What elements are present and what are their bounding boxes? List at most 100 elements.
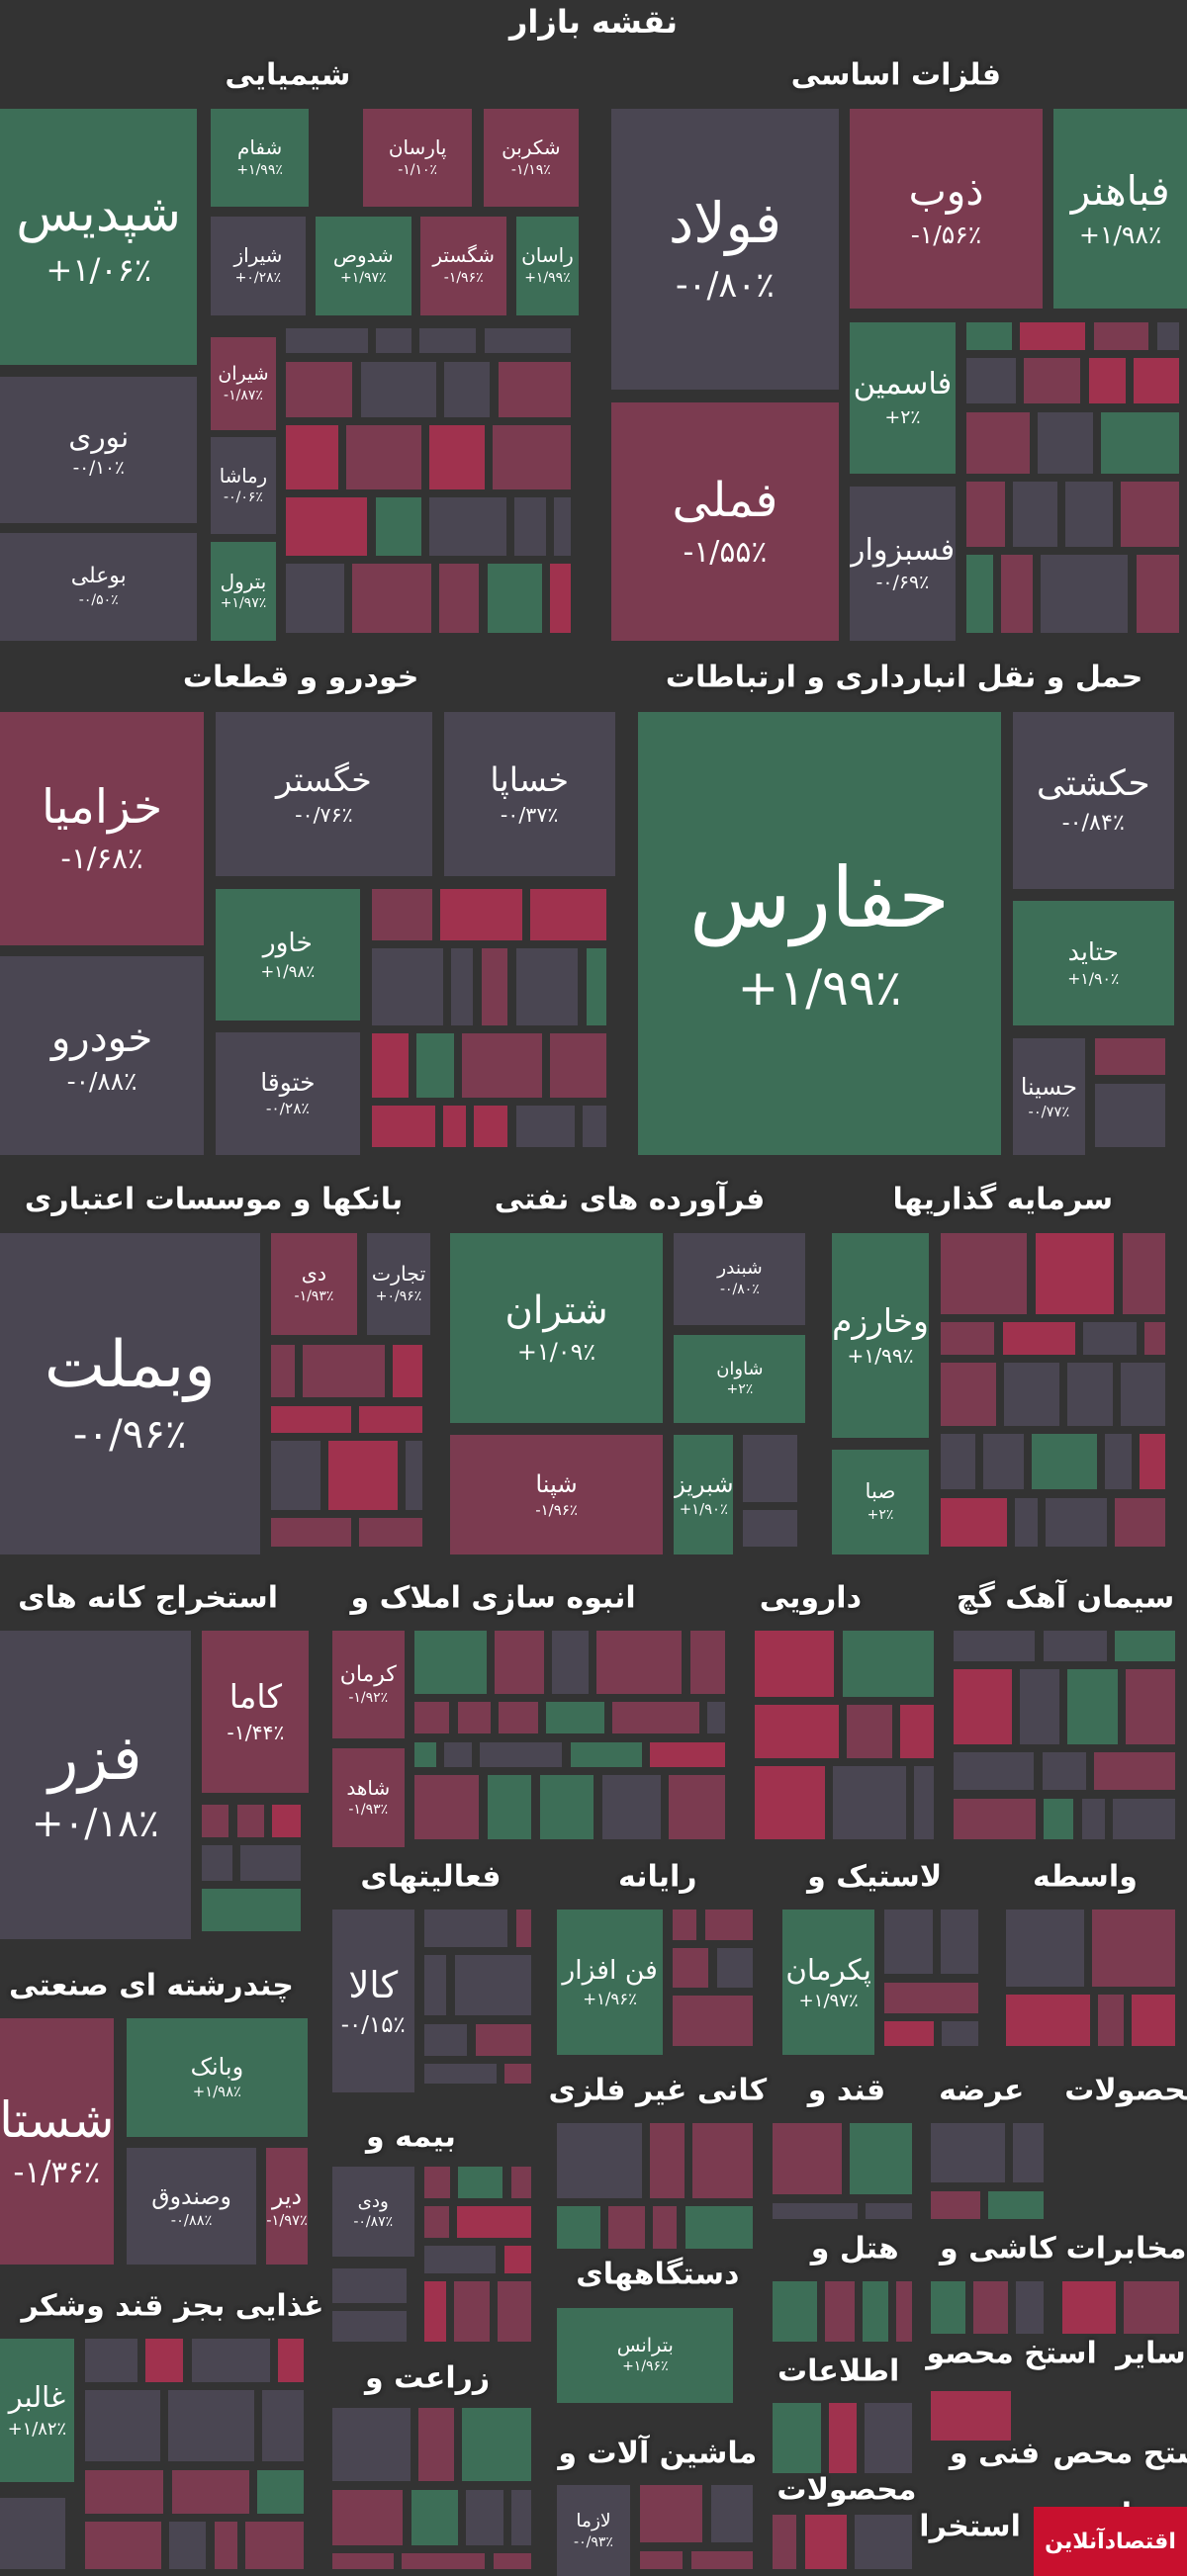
stock-change: -۰/۸۸٪	[66, 1066, 137, 1096]
filler-tile	[1014, 1497, 1039, 1547]
filler-tile	[423, 2246, 497, 2273]
filler-tile	[1156, 321, 1179, 350]
filler-tile	[423, 1910, 508, 1947]
stock-change: -۱/۹۲٪	[348, 1690, 389, 1707]
filler-tile	[596, 1630, 683, 1694]
stock-tile: خزامیا -۱/۶۸٪	[0, 711, 205, 945]
stock-change: -۰/۱۵٪	[340, 2011, 406, 2038]
stock-tile: رماشا -۰/۰۶٪	[210, 437, 277, 535]
stock-tile: دی -۱/۹۳٪	[271, 1232, 357, 1335]
filler-tile	[0, 2498, 66, 2569]
filler-tile	[650, 1741, 725, 1767]
filler-tile	[271, 1441, 320, 1510]
filler-tile	[457, 2205, 531, 2239]
stock-tile: شدوص +۱/۹۷٪	[316, 217, 411, 316]
filler-tile	[498, 1702, 538, 1734]
stock-name: رماشا	[219, 464, 268, 488]
filler-tile	[530, 889, 607, 940]
filler-tile	[773, 2280, 817, 2343]
stock-name: شدوص	[332, 243, 394, 268]
stock-tile: دیر -۱/۹۷٪	[266, 2148, 308, 2265]
filler-tile	[513, 497, 546, 556]
filler-tile	[1114, 1630, 1176, 1661]
stock-name: خگستر	[275, 759, 372, 799]
stock-name: شبریز	[674, 1469, 734, 1498]
filler-tile	[884, 1982, 978, 2013]
sector-title: فعالیتهای	[360, 1859, 502, 1895]
filler-tile	[1105, 1434, 1132, 1490]
filler-tile	[754, 1765, 825, 1839]
filler-tile	[1093, 321, 1149, 350]
filler-tile	[773, 2202, 858, 2219]
stock-tile: غالبر +۱/۸۲٪	[0, 2339, 74, 2482]
filler-tile	[474, 1106, 508, 1148]
stock-change: +۱/۹۰٪	[1067, 969, 1120, 989]
stock-tile: خساپا -۰/۳۷٪	[443, 711, 615, 876]
stock-tile: فاسمین +۲٪	[850, 321, 956, 474]
stock-tile: لازما -۰/۹۳٪	[557, 2485, 630, 2576]
filler-tile	[1121, 481, 1179, 547]
filler-tile	[328, 1441, 399, 1510]
filler-tile	[884, 2021, 935, 2047]
stock-name: حسینا	[1020, 1072, 1077, 1101]
stock-change: -۰/۷۶٪	[295, 802, 353, 827]
stock-tile: شیراز +۰/۲۸٪	[210, 217, 307, 316]
filler-tile	[429, 497, 506, 556]
filler-tile	[402, 2553, 486, 2569]
stock-change: -۱/۶۸٪	[60, 841, 143, 875]
filler-tile	[352, 564, 432, 633]
filler-tile	[85, 2469, 164, 2514]
sector-title: واسطه	[1033, 1859, 1138, 1895]
stock-name: دیر	[271, 2181, 303, 2210]
filler-tile	[359, 1517, 423, 1547]
stock-tile: حسینا -۰/۷۷٪	[1012, 1038, 1085, 1156]
stock-change: -۰/۸۰٪	[719, 1282, 760, 1298]
stock-change: +۱/۸۲٪	[7, 2418, 67, 2440]
filler-tile	[1002, 1322, 1075, 1355]
stock-change: -۰/۷۷٪	[1028, 1103, 1070, 1120]
filler-tile	[966, 358, 1017, 404]
filler-tile	[256, 2469, 305, 2514]
stock-change: -۰/۸۰٪	[675, 265, 776, 307]
filler-tile	[930, 2391, 1012, 2442]
stock-name: پارسان	[388, 134, 447, 159]
stock-tile: شپنا -۱/۹۶٪	[450, 1434, 663, 1555]
stock-name: غالبر	[8, 2380, 66, 2415]
filler-tile	[710, 2485, 754, 2543]
filler-tile	[423, 2064, 498, 2085]
filler-tile	[503, 2246, 531, 2273]
filler-tile	[457, 1702, 491, 1734]
filler-tile	[371, 1033, 410, 1098]
filler-tile	[439, 889, 522, 940]
filler-tile	[1081, 1798, 1105, 1839]
stock-name: فن افزار	[562, 1954, 658, 1986]
filler-tile	[191, 2339, 271, 2382]
stock-name: بترول	[220, 569, 267, 593]
filler-tile	[1006, 1910, 1084, 1988]
filler-tile	[754, 1630, 835, 1698]
stock-name: حکشتی	[1036, 763, 1150, 805]
stock-change: +۱/۰۶٪	[46, 250, 152, 289]
filler-tile	[144, 2339, 184, 2382]
filler-tile	[85, 2389, 161, 2462]
filler-tile	[773, 2123, 843, 2195]
filler-tile	[286, 564, 344, 633]
stock-change: +۰/۱۸٪	[32, 1802, 159, 1847]
stock-change: -۱/۹۶٪	[535, 1500, 578, 1519]
filler-tile	[475, 2023, 531, 2056]
stock-name: شاوان	[716, 1358, 764, 1379]
filler-tile	[940, 1363, 996, 1426]
filler-tile	[1020, 321, 1086, 350]
filler-tile	[1001, 555, 1034, 633]
filler-tile	[286, 328, 368, 354]
filler-tile	[690, 2550, 754, 2569]
filler-tile	[601, 1775, 662, 1839]
filler-tile	[411, 2489, 458, 2546]
stock-name: شیران	[218, 362, 269, 385]
sector-title: اطلاعات	[777, 2354, 900, 2389]
filler-tile	[546, 1702, 604, 1734]
stock-change: -۱/۵۵٪	[683, 535, 768, 571]
filler-tile	[1006, 1995, 1090, 2047]
filler-tile	[444, 1741, 472, 1767]
sector-title: فلزات اساسی	[790, 57, 1001, 93]
